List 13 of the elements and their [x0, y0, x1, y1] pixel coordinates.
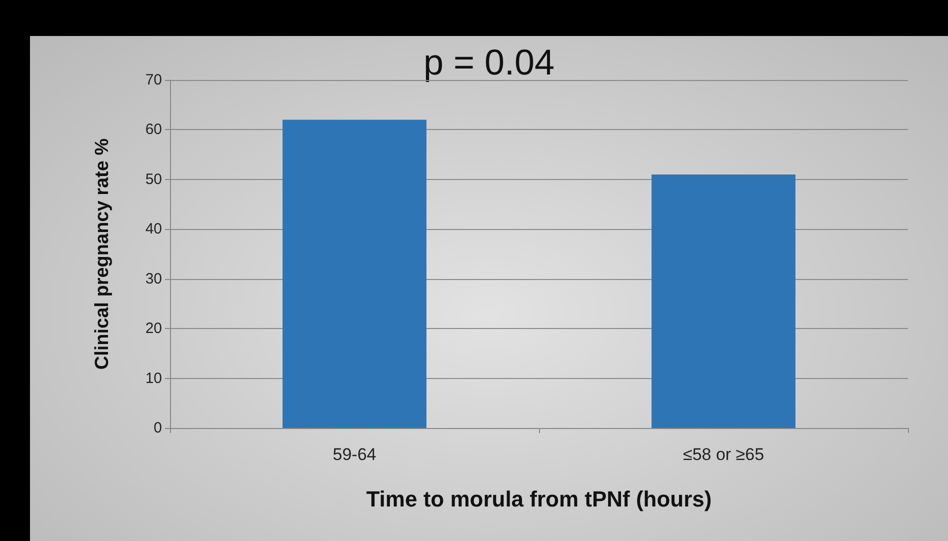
x-axis-title: Time to morula from tPNf (hours) [366, 486, 712, 512]
y-tick-label: 50 [145, 170, 162, 188]
annotation: p = 0.04 [423, 42, 555, 82]
y-tick-label: 30 [145, 270, 162, 288]
y-tick-label: 20 [145, 320, 162, 338]
y-tick-label: 0 [154, 420, 162, 436]
y-tick-label: 60 [145, 121, 162, 138]
x-tick-label: ≤58 or ≥65 [682, 445, 764, 464]
y-axis-title: Clinical pregnancy rate % [92, 138, 113, 370]
y-tick-label: 40 [145, 220, 162, 238]
y-tick-label: 10 [145, 370, 162, 387]
y-tick-label: 70 [145, 72, 162, 88]
x-tick-label: 59-64 [332, 445, 376, 464]
